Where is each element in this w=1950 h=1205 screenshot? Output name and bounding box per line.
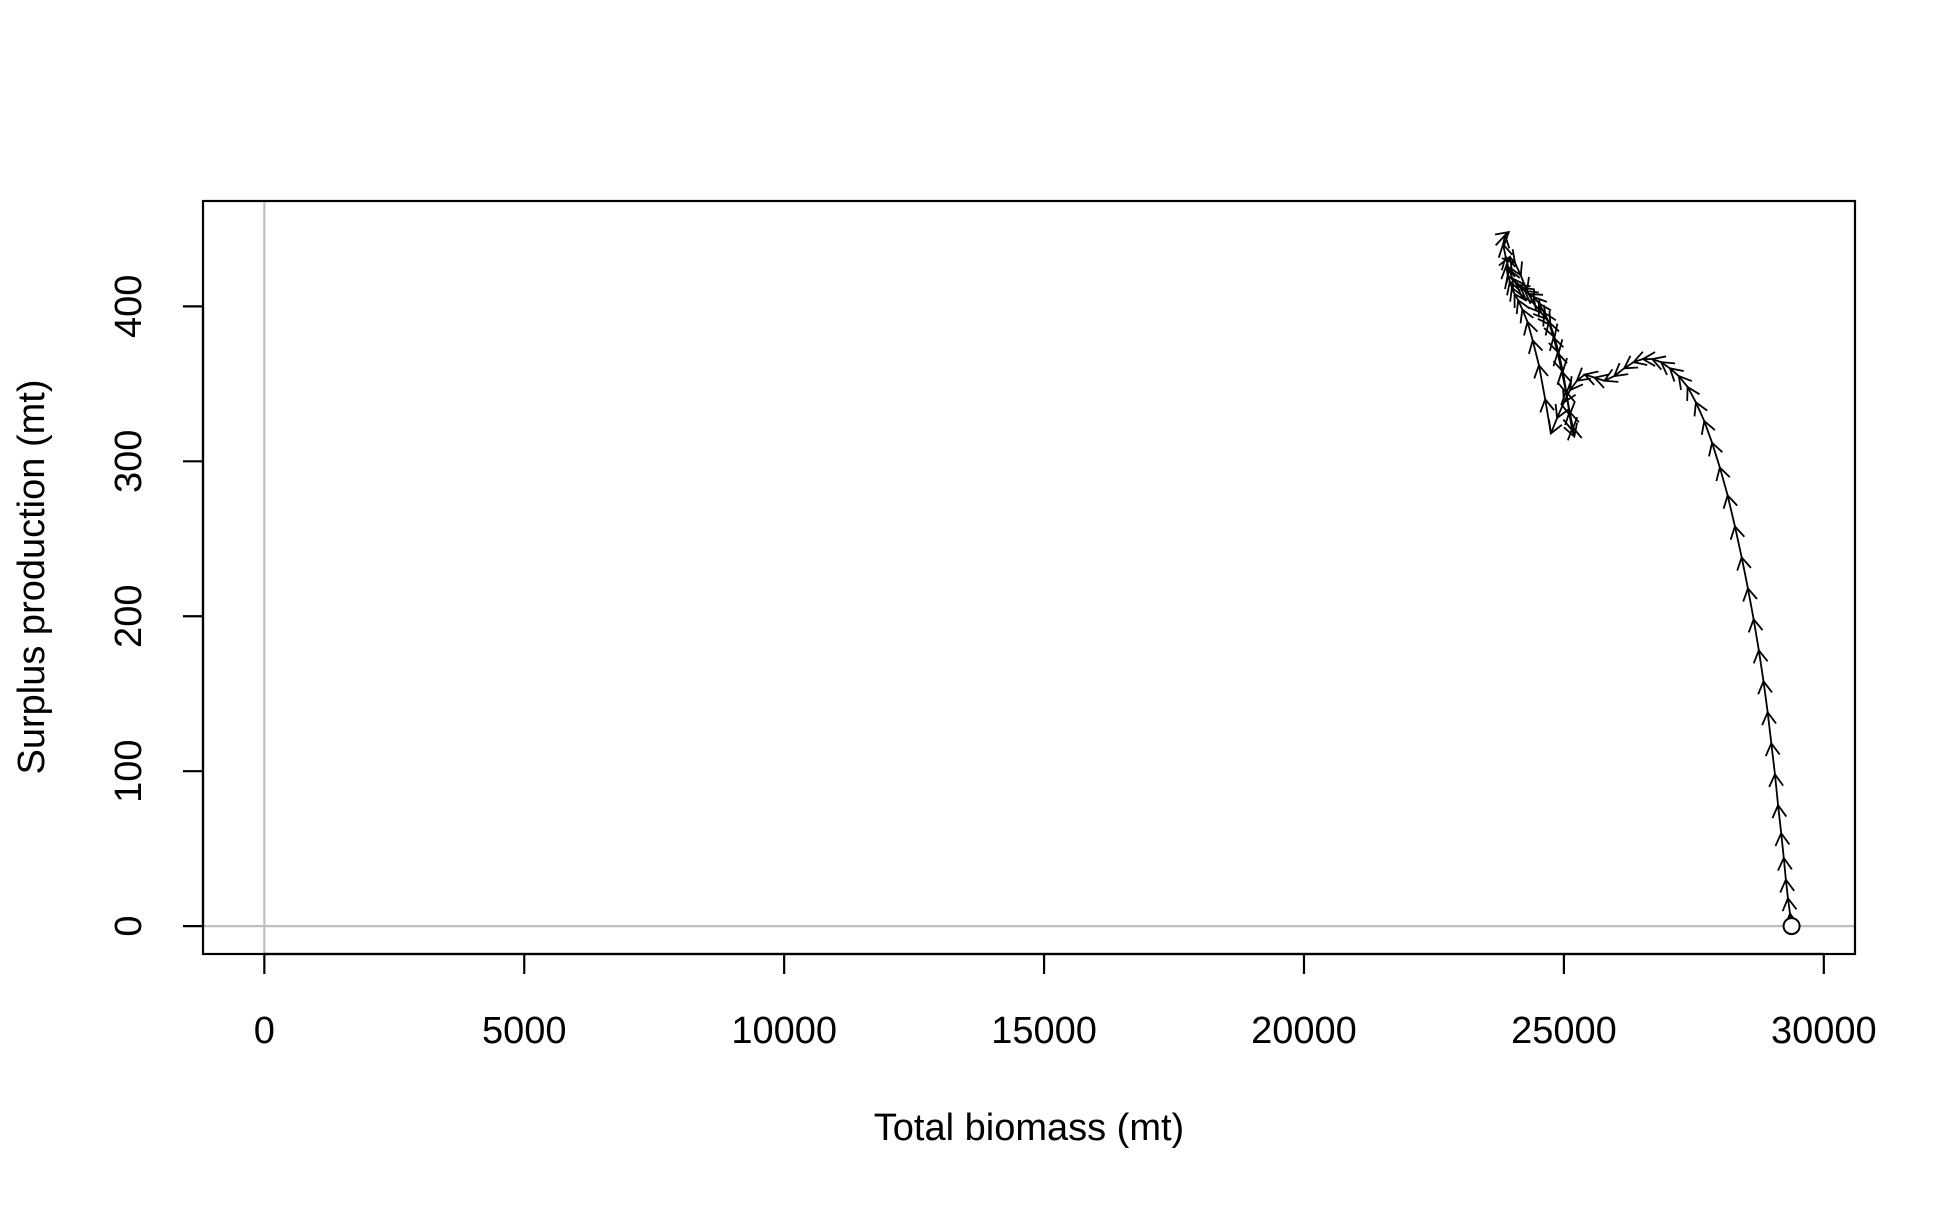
series-arrow <box>1774 831 1791 859</box>
arrow-shaft <box>1787 898 1791 914</box>
arrow-shaft <box>1565 391 1571 412</box>
arrow-shaft <box>1686 386 1697 403</box>
arrow-shaft <box>1718 467 1729 496</box>
x-axis-label: Total biomass (mt) <box>874 1107 1184 1149</box>
series-arrow <box>1494 230 1511 246</box>
y-tick-label: 100 <box>108 739 150 802</box>
series-arrow <box>1715 465 1731 496</box>
arrow-shaft <box>1669 367 1680 377</box>
series-arrow <box>1722 493 1738 527</box>
series-arrows <box>1494 230 1800 927</box>
arrow-shaft <box>1678 375 1689 388</box>
reference-lines <box>203 201 1855 954</box>
arrow-shaft <box>1550 417 1558 434</box>
arrow-shaft <box>1521 309 1529 323</box>
x-tick-label: 30000 <box>1771 1010 1877 1052</box>
series-arrow <box>1523 320 1539 341</box>
y-tick-label: 200 <box>108 585 150 648</box>
series-arrow <box>1528 338 1544 366</box>
y-axis-label: Surplus production (mt) <box>11 380 53 775</box>
arrow-shaft <box>1782 857 1787 880</box>
series-layer <box>1494 230 1800 927</box>
y-tick-label: 400 <box>108 275 150 338</box>
arrow-shaft <box>1504 256 1510 270</box>
series-arrow <box>1771 803 1788 834</box>
marker-layer <box>1782 917 1801 936</box>
arrow-shaft <box>1526 321 1534 341</box>
arrow-shaft <box>1514 262 1522 276</box>
series-arrow <box>1777 856 1793 880</box>
y-axis: 0 100 200 300 400 <box>108 275 205 937</box>
series-arrow <box>1747 617 1764 651</box>
arrow-shaft <box>1762 681 1769 713</box>
arrow-shaft <box>1569 380 1578 391</box>
x-tick-label: 25000 <box>1511 1010 1617 1052</box>
series-arrow <box>1552 351 1568 372</box>
arrow-shaft <box>1757 650 1765 682</box>
arrow-shaft <box>1734 526 1743 558</box>
arrow-shaft <box>1560 371 1567 392</box>
arrow-shaft <box>1568 411 1574 428</box>
series-arrow <box>1693 400 1708 422</box>
series-arrow <box>1761 710 1777 744</box>
arrow-shaft <box>1552 337 1559 354</box>
series-arrow <box>1566 425 1583 441</box>
x-axis: 0 5000 10000 15000 20000 25000 30000 <box>254 952 1877 1052</box>
x-tick-label: 10000 <box>731 1010 837 1052</box>
series-arrow <box>1708 440 1723 468</box>
series-arrow <box>1742 586 1758 620</box>
arrow-shaft <box>1613 367 1625 377</box>
arrow-shaft <box>1777 805 1783 834</box>
series-arrow <box>1768 772 1784 806</box>
start-point-marker <box>1782 917 1801 936</box>
y-tick-label: 300 <box>108 430 150 493</box>
series-arrow <box>1757 679 1773 713</box>
arrow-shaft <box>1604 375 1615 382</box>
series-arrow <box>1764 741 1781 775</box>
arrow-shaft <box>1726 495 1736 527</box>
y-tick-label: 0 <box>108 916 150 937</box>
arrow-shaft <box>1752 619 1760 651</box>
x-tick-label: 15000 <box>991 1010 1097 1052</box>
arrow-shaft <box>1711 442 1721 468</box>
arrow-shaft <box>1538 365 1547 400</box>
series-arrow <box>1686 385 1700 403</box>
arrow-shaft <box>1740 557 1749 589</box>
x-tick-label: 0 <box>254 1010 275 1052</box>
arrow-shaft <box>1770 743 1776 775</box>
arrow-shaft <box>1780 833 1785 859</box>
arrow-shaft <box>1502 244 1507 257</box>
plot-frame <box>201 199 1857 956</box>
arrow-shaft <box>1695 402 1706 422</box>
series-arrow <box>1519 307 1535 324</box>
series-arrow <box>1752 648 1769 682</box>
arrow-shaft <box>1623 361 1635 370</box>
arrow-shaft <box>1784 879 1789 899</box>
series-arrow <box>1779 877 1795 899</box>
series-arrow <box>1729 524 1746 558</box>
arrow-shaft <box>1556 352 1563 372</box>
arrow-shaft <box>1747 588 1755 620</box>
arrow-shaft <box>1544 399 1552 434</box>
arrow-shaft <box>1774 774 1779 806</box>
series-arrow <box>1533 363 1549 400</box>
arrow-shaft <box>1766 712 1773 744</box>
arrow-shaft <box>1547 321 1555 338</box>
series-arrow <box>1736 555 1752 589</box>
x-tick-label: 5000 <box>482 1010 567 1052</box>
arrow-shaft <box>1531 340 1540 366</box>
x-tick-label: 20000 <box>1251 1010 1357 1052</box>
series-arrow <box>1781 896 1798 914</box>
arrow-shaft <box>1703 420 1713 444</box>
arrow-head <box>1494 230 1511 246</box>
series-arrow <box>1700 419 1716 444</box>
